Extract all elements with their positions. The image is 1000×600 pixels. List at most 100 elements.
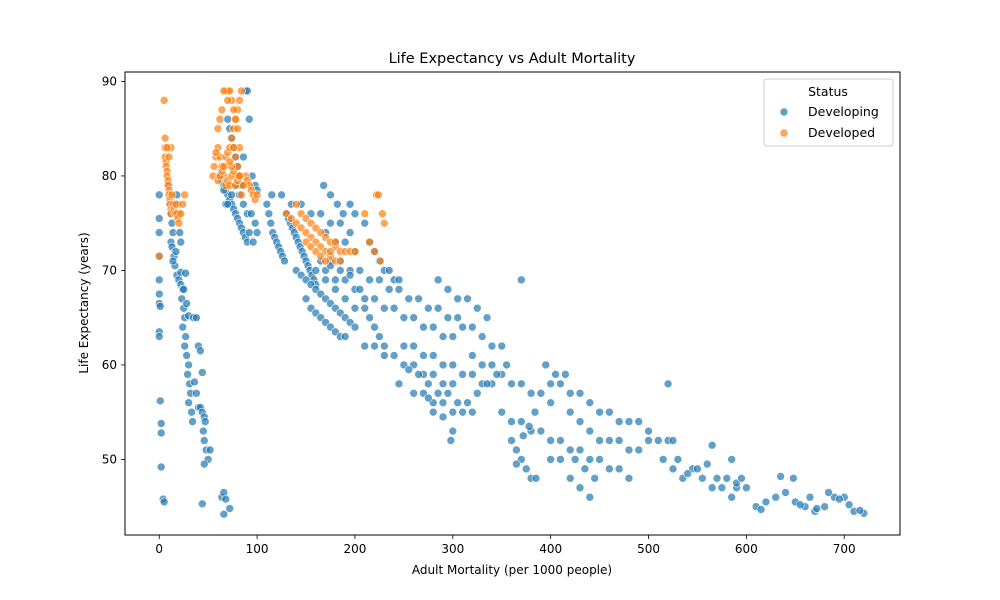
point-developing [438, 398, 448, 408]
point-developing [482, 379, 492, 389]
point-developing [154, 332, 164, 341]
point-developed [378, 209, 387, 219]
y-tick-label: 70 [102, 263, 117, 277]
y-tick-label: 60 [102, 358, 117, 372]
point-developing [428, 351, 438, 360]
legend-frame [763, 78, 894, 147]
y-tick-label: 50 [102, 452, 117, 466]
point-developed [235, 96, 244, 105]
point-developing [389, 351, 399, 360]
point-developing [702, 459, 712, 469]
point-developing [438, 332, 448, 341]
point-developing [316, 209, 326, 219]
point-developing [546, 436, 555, 445]
point-developed [239, 181, 248, 190]
point-developing [497, 341, 507, 351]
point-developing [595, 455, 604, 464]
point-developing [326, 218, 335, 228]
point-developing [595, 436, 604, 445]
point-developing [187, 407, 196, 417]
point-developing [458, 370, 467, 379]
point-developed [370, 247, 379, 256]
point-developing [264, 209, 274, 219]
point-developed [178, 199, 188, 209]
point-developing [433, 388, 443, 398]
point-developed [231, 152, 240, 162]
point-developing [820, 502, 829, 511]
point-developing [246, 209, 256, 219]
point-developing [394, 285, 404, 294]
point-developing [384, 285, 394, 294]
point-developing [546, 398, 555, 408]
point-developed [380, 218, 389, 228]
point-developing [781, 488, 790, 497]
point-developed [219, 86, 229, 96]
point-developing [756, 505, 766, 514]
point-developing [200, 417, 210, 426]
point-developing [180, 341, 189, 351]
point-developing [663, 379, 673, 389]
point-developed [229, 143, 238, 152]
point-developing [605, 464, 614, 474]
point-developing [585, 492, 595, 502]
point-developed [174, 218, 184, 228]
point-developing [183, 370, 192, 379]
point-developing [424, 393, 433, 403]
point-developing [517, 379, 526, 389]
point-developing [331, 275, 340, 285]
point-developed [237, 190, 246, 200]
point-developing [311, 266, 321, 275]
point-developing [453, 313, 463, 322]
point-developing [517, 275, 526, 285]
point-developing [585, 426, 595, 436]
point-developing [338, 209, 348, 219]
point-developing [370, 341, 379, 351]
x-tick-label: 300 [441, 542, 464, 556]
point-developing [644, 436, 653, 445]
point-developing [159, 497, 169, 507]
point-developing [365, 313, 374, 322]
point-developing [179, 285, 189, 294]
point-developing [502, 360, 511, 370]
point-developing [399, 341, 409, 351]
point-developing [360, 218, 370, 228]
point-developing [301, 294, 311, 304]
point-developed [215, 114, 225, 124]
point-developing [355, 266, 365, 275]
point-developing [482, 313, 492, 322]
point-developing [658, 455, 668, 464]
point-developing [340, 332, 350, 341]
point-developing [277, 190, 286, 200]
point-developing [526, 388, 536, 398]
point-developing [634, 445, 644, 455]
point-developing [175, 228, 185, 237]
point-developing [468, 351, 477, 360]
point-developing [225, 504, 234, 513]
point-developing [824, 488, 833, 497]
point-developing [221, 494, 231, 504]
point-developing [428, 322, 438, 332]
point-developing [266, 218, 276, 228]
point-developing [375, 275, 384, 285]
point-developing [512, 459, 521, 469]
point-developing [280, 256, 289, 266]
point-developing [394, 379, 404, 389]
point-developing [556, 436, 565, 445]
point-developed [217, 105, 227, 115]
point-developing [350, 322, 360, 332]
point-developing [380, 303, 389, 313]
point-developing [448, 360, 458, 370]
point-developing [614, 464, 624, 474]
point-developing [565, 407, 575, 417]
point-developing [199, 459, 209, 469]
point-developing [487, 341, 497, 351]
points-layer [154, 86, 869, 519]
y-tick-label: 90 [102, 74, 117, 88]
point-developing [530, 407, 540, 417]
point-developing [168, 256, 178, 266]
point-developing [507, 436, 516, 445]
legend-title: Status [808, 84, 848, 99]
point-developing [414, 370, 423, 379]
point-developing [345, 228, 355, 237]
plot-area-frame [124, 71, 901, 536]
